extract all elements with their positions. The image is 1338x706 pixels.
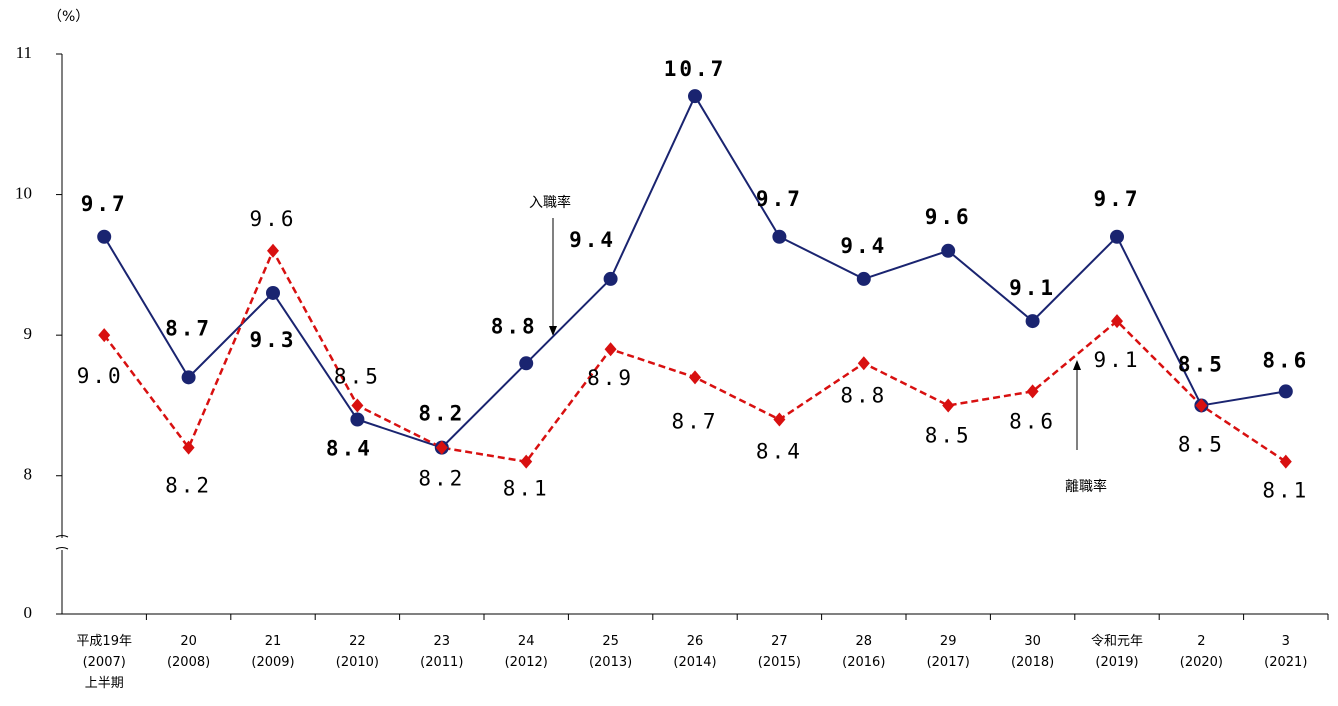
marker: [1195, 398, 1208, 413]
series-annotation: 入職率: [529, 194, 571, 211]
data-label: 9.0: [77, 364, 124, 388]
data-label: 8.5: [1178, 352, 1225, 376]
series-annotation: 離職率: [1065, 478, 1107, 495]
marker: [350, 412, 365, 427]
data-label: 8.6: [1262, 348, 1309, 372]
x-tick-label: 21 (2009): [251, 634, 294, 670]
marker: [688, 89, 702, 104]
data-label: 8.5: [334, 364, 381, 388]
data-label: 9.1: [1094, 348, 1141, 372]
data-label: 8.9: [587, 366, 634, 390]
x-tick-label: 令和元年(2019): [1091, 634, 1143, 670]
data-label: 8.7: [165, 316, 212, 340]
marker: [1279, 454, 1292, 469]
x-tick-label: 平成19年(2007)上半期: [76, 634, 132, 691]
marker: [689, 370, 701, 385]
marker: [1111, 314, 1123, 329]
data-label: 9.7: [1094, 187, 1141, 211]
data-label: 9.6: [250, 207, 297, 231]
series-line: [103, 94, 1286, 449]
data-label: 9.7: [756, 187, 803, 211]
marker: [603, 271, 618, 286]
data-label: 8.6: [1009, 409, 1056, 433]
data-label: 8.2: [418, 467, 465, 491]
x-tick-label: 27 (2015): [758, 634, 801, 670]
marker: [267, 243, 279, 258]
data-label: 9.4: [840, 234, 887, 258]
marker: [181, 370, 196, 385]
data-label: 9.4: [569, 228, 616, 252]
marker: [351, 398, 364, 413]
x-tick-label: 25 (2013): [589, 634, 632, 670]
marker: [1278, 384, 1293, 399]
x-tick-label: 2 (2020): [1180, 634, 1223, 670]
y-tick-label: 10: [15, 183, 32, 202]
annotation-arrowhead: [1073, 360, 1081, 370]
data-label: 8.8: [491, 314, 538, 338]
data-label: 9.3: [250, 328, 297, 352]
marker: [435, 440, 448, 455]
data-label: 8.4: [326, 437, 373, 461]
x-tick-label: 28 (2016): [842, 634, 885, 670]
axis-break: [55, 535, 69, 550]
x-tick-label: 30 (2018): [1011, 634, 1054, 670]
data-label: 8.2: [165, 474, 212, 498]
marker: [266, 285, 280, 300]
x-tick-label: 20 (2008): [167, 634, 210, 670]
y-tick-label: 9: [24, 324, 33, 343]
marker: [772, 229, 787, 244]
y-tick-label: 11: [16, 43, 32, 62]
x-tick-label: 23 (2011): [420, 634, 463, 670]
x-tick-label: 24 (2012): [505, 634, 548, 670]
y-tick-label: 0: [24, 603, 33, 622]
marker: [520, 454, 533, 469]
marker: [97, 229, 112, 244]
marker: [856, 271, 871, 286]
data-label: 8.8: [840, 383, 887, 407]
data-label: 8.1: [1262, 479, 1309, 503]
marker: [1025, 314, 1040, 329]
data-label: 8.4: [756, 440, 803, 464]
marker: [942, 398, 955, 413]
marker: [773, 412, 786, 427]
data-label: 8.5: [1178, 432, 1225, 456]
data-label: 9.7: [81, 192, 128, 216]
marker: [519, 356, 534, 371]
marker: [1026, 384, 1039, 399]
marker: [1110, 229, 1124, 244]
data-label: 10.7: [664, 57, 727, 81]
data-label: 8.5: [925, 423, 972, 447]
annotation-arrowhead: [549, 326, 557, 336]
y-unit: （%）: [48, 9, 89, 25]
data-label: 9.6: [925, 205, 972, 229]
data-label: 9.1: [1009, 276, 1056, 300]
data-label: 8.1: [503, 477, 550, 501]
x-tick-label: 29 (2017): [927, 634, 970, 670]
marker: [182, 440, 195, 455]
marker: [941, 243, 956, 258]
data-label: 8.2: [418, 402, 465, 426]
x-tick-label: 22 (2010): [336, 634, 379, 670]
y-tick-label: 8: [24, 465, 33, 484]
data-label: 8.7: [672, 409, 719, 433]
marker: [98, 328, 111, 343]
x-tick-label: 26 (2014): [673, 634, 716, 670]
marker: [604, 342, 617, 357]
x-tick-label: 3 (2021): [1264, 634, 1307, 670]
marker: [857, 356, 870, 371]
